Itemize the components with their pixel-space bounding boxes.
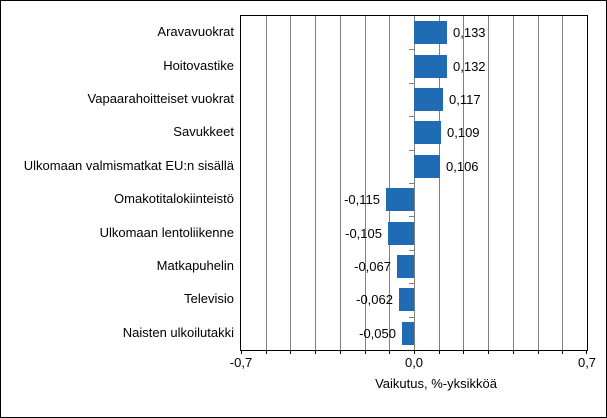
category-label: Aravavuokrat <box>157 24 234 40</box>
gridline <box>290 16 291 350</box>
bar <box>397 255 414 278</box>
category-label: Matkapuhelin <box>156 257 234 273</box>
category-tick <box>409 317 414 318</box>
bar <box>414 121 441 144</box>
x-axis-tick <box>488 350 489 354</box>
category-label: Vapaarahoitteiset vuokrat <box>87 90 234 106</box>
category-tick <box>409 83 414 84</box>
x-axis-tick-label: 0,0 <box>404 355 424 370</box>
x-axis-tick <box>439 350 440 354</box>
bar <box>386 188 414 211</box>
x-axis-tick <box>340 350 341 354</box>
gridline <box>538 16 539 350</box>
category-tick <box>409 183 414 184</box>
category-tick <box>409 116 414 117</box>
gridline <box>340 16 341 350</box>
x-axis-title: Vaikutus, %-yksikköä <box>375 376 497 391</box>
value-label: 0,117 <box>449 92 481 107</box>
x-axis-tick <box>586 350 587 354</box>
plot-area: 0,133 0,132 0,117 0,109 0,106 -0,115 -0,105 -0,… <box>240 15 588 354</box>
bar <box>399 288 414 311</box>
x-axis-tick <box>266 350 267 354</box>
bar <box>402 322 414 345</box>
value-label: 0,132 <box>453 59 486 74</box>
bar <box>414 88 443 111</box>
category-label: Naisten ulkoilutakki <box>122 324 234 340</box>
gridline <box>266 16 267 350</box>
bar <box>414 21 447 44</box>
value-label: 0,109 <box>447 125 480 140</box>
bar <box>414 155 440 178</box>
bar <box>414 55 447 78</box>
value-label: -0,115 <box>344 192 380 207</box>
category-axis: Aravavuokrat Hoitovastike Vapaarahoitteise… <box>5 15 234 349</box>
x-axis-tick <box>538 350 539 354</box>
category-tick <box>409 283 414 284</box>
value-label: -0,067 <box>354 259 391 274</box>
category-label: Omakotitalokiinteistö <box>114 191 234 207</box>
value-label: -0,050 <box>359 326 396 341</box>
bar <box>388 222 414 245</box>
x-axis-tick <box>463 350 464 354</box>
x-axis-tick <box>389 350 390 354</box>
x-axis-tick-label: 0,7 <box>577 355 597 370</box>
gridline <box>562 16 563 350</box>
x-axis-tick <box>241 350 242 354</box>
x-axis-tick <box>513 350 514 354</box>
x-axis-tick-labels: -0,7 0,0 0,7 <box>230 355 596 371</box>
category-label: Hoitovastike <box>163 57 234 73</box>
category-tick <box>409 49 414 50</box>
value-label: -0,062 <box>356 292 393 307</box>
value-label: -0,105 <box>345 226 382 241</box>
x-axis-tick <box>562 350 563 354</box>
category-tick <box>409 250 414 251</box>
category-label: Ulkomaan valmismatkat EU:n sisällä <box>23 157 234 173</box>
gridline <box>315 16 316 350</box>
category-label: Ulkomaan lentoliikenne <box>99 224 234 240</box>
gridline <box>513 16 514 350</box>
x-axis-tick <box>315 350 316 354</box>
category-label: Savukkeet <box>173 124 234 140</box>
value-label: 0,106 <box>446 159 479 174</box>
category-tick <box>409 216 414 217</box>
gridline <box>488 16 489 350</box>
category-label: Televisio <box>184 291 234 307</box>
category-tick <box>409 150 414 151</box>
value-label: 0,133 <box>453 25 486 40</box>
x-axis-tick-label: -0,7 <box>229 355 253 370</box>
x-axis-tick <box>290 350 291 354</box>
x-axis-tick <box>365 350 366 354</box>
x-axis-tick <box>414 350 415 354</box>
